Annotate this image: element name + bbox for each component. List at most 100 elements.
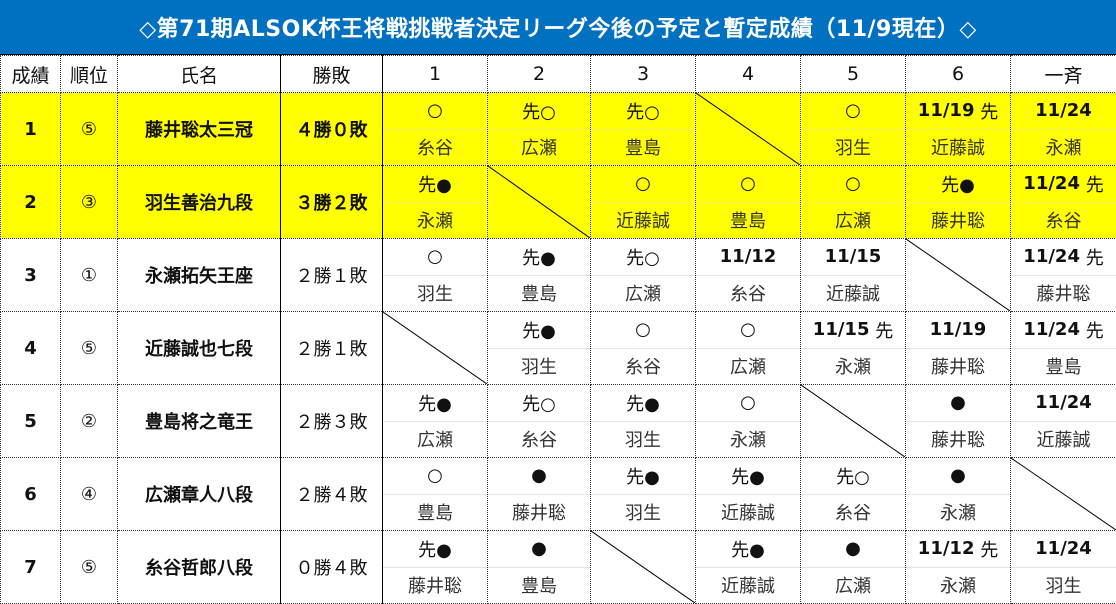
result-mark: 先● <box>418 390 452 416</box>
game-cell: 11/19 先近藤誠 <box>906 93 1011 166</box>
game-cell: 先● 広瀬 <box>383 385 488 458</box>
seed: ② <box>61 385 118 458</box>
opponent: 糸谷 <box>591 349 695 385</box>
diagonal-line <box>383 312 487 384</box>
player-name: 近藤誠也七段 <box>118 312 281 385</box>
opponent: 永瀬 <box>906 568 1010 604</box>
column-header: 順位 <box>61 56 118 93</box>
game-cell: ○豊島 <box>383 458 488 531</box>
result-mark: ● <box>531 465 547 486</box>
opponent: 藤井聡 <box>906 422 1010 458</box>
opponent: 近藤誠 <box>1011 422 1116 458</box>
result-mark: 先○ <box>626 98 660 124</box>
result-mark: 先● <box>418 171 452 197</box>
standing: 3 <box>1 239 61 312</box>
game-date: 11/24 <box>1035 538 1092 559</box>
result-mark: 先 <box>980 536 998 562</box>
opponent: 藤井聡 <box>1011 276 1116 312</box>
game-cell: ○糸谷 <box>383 93 488 166</box>
seed: ⑤ <box>61 531 118 604</box>
opponent: 羽生 <box>383 276 487 312</box>
game-date: 11/15 <box>813 319 870 340</box>
standing: 1 <box>1 93 61 166</box>
no-game-cell <box>1011 458 1116 531</box>
game-cell: 先●羽生 <box>591 385 696 458</box>
opponent: 広瀬 <box>801 568 905 604</box>
game-cell: 11/24 先藤井聡 <box>1011 239 1116 312</box>
player-name: 羽生善治九段 <box>118 166 281 239</box>
result-mark: 先● <box>522 317 556 343</box>
game-cell: ●永瀬 <box>906 458 1011 531</box>
standing: 2 <box>1 166 61 239</box>
result-mark: ○ <box>427 246 443 267</box>
result-mark: 先○ <box>836 463 870 489</box>
game-date: 11/19 <box>930 319 987 340</box>
opponent: 広瀬 <box>488 130 590 166</box>
no-game-cell <box>906 239 1011 312</box>
column-header: 2 <box>488 56 591 93</box>
column-header: 5 <box>801 56 906 93</box>
opponent: 羽生 <box>591 422 695 458</box>
game-cell: ○糸谷 <box>591 312 696 385</box>
seed: ③ <box>61 166 118 239</box>
game-date: 11/24 <box>1035 392 1092 413</box>
opponent: 藤井聡 <box>906 203 1010 239</box>
diagonal-line <box>488 166 590 238</box>
opponent: 豊島 <box>488 276 590 312</box>
game-cell: 先○広瀬 <box>591 239 696 312</box>
result-mark: 先● <box>731 463 765 489</box>
result-mark: 先○ <box>626 244 660 270</box>
no-game-cell <box>383 312 488 385</box>
opponent: 豊島 <box>591 130 695 166</box>
result-mark: 先● <box>731 536 765 562</box>
opponent: 永瀬 <box>383 203 487 239</box>
opponent: 糸谷 <box>1011 203 1116 239</box>
opponent: 近藤誠 <box>906 130 1010 166</box>
game-cell: 11/24 近藤誠 <box>1011 385 1116 458</box>
column-header: 4 <box>696 56 801 93</box>
result-mark: 先 <box>1086 244 1104 270</box>
page-title: ◇第71期ALSOK杯王将戦挑戦者決定リーグ今後の予定と暫定成績（11/9現在）… <box>0 0 1116 55</box>
game-cell: 先● 羽生 <box>591 458 696 531</box>
win-loss: ３勝２敗 <box>281 166 383 239</box>
player-name: 豊島将之竜王 <box>118 385 281 458</box>
game-cell: ○ 羽生 <box>383 239 488 312</box>
result-mark: 先 <box>980 98 998 124</box>
result-mark: 先● <box>626 463 660 489</box>
no-game-cell <box>488 166 591 239</box>
game-date: 11/12 <box>918 538 975 559</box>
game-cell: 先● 豊島 <box>488 239 591 312</box>
opponent: 広瀬 <box>383 422 487 458</box>
seed: ⑤ <box>61 312 118 385</box>
game-date: 11/24 <box>1023 173 1080 194</box>
game-cell: ●藤井聡 <box>906 385 1011 458</box>
result-mark: 先● <box>522 244 556 270</box>
game-cell: 先●近藤誠 <box>696 531 801 604</box>
player-name: 永瀬拓矢王座 <box>118 239 281 312</box>
game-cell: 11/15 先永瀬 <box>801 312 906 385</box>
column-header: 成績 <box>1 56 61 93</box>
opponent: 糸谷 <box>488 422 590 458</box>
seed: ① <box>61 239 118 312</box>
opponent: 永瀬 <box>906 495 1010 531</box>
game-date: 11/24 <box>1023 319 1080 340</box>
diagonal-line <box>906 239 1010 311</box>
opponent: 糸谷 <box>383 130 487 166</box>
result-mark: 先 <box>875 317 893 343</box>
result-mark: ● <box>531 538 547 559</box>
opponent: 豊島 <box>383 495 487 531</box>
result-mark: ○ <box>635 173 651 194</box>
result-mark: 先 <box>1086 171 1104 197</box>
standing: 7 <box>1 531 61 604</box>
opponent: 羽生 <box>488 349 590 385</box>
opponent: 羽生 <box>591 495 695 531</box>
opponent: 羽生 <box>801 130 905 166</box>
standing: 6 <box>1 458 61 531</box>
opponent: 近藤誠 <box>591 203 695 239</box>
opponent: 藤井聡 <box>383 568 487 604</box>
opponent: 近藤誠 <box>696 495 800 531</box>
game-date: 11/12 <box>720 246 777 267</box>
